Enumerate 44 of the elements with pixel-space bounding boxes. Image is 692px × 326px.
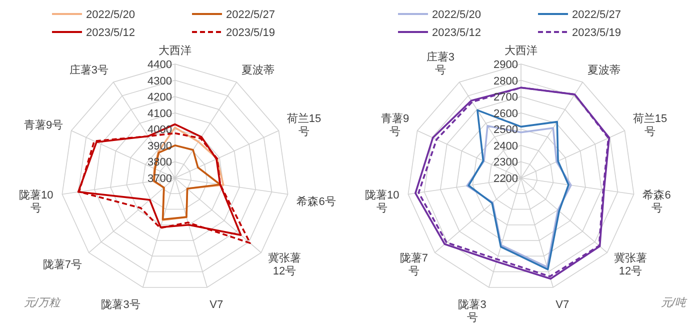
spoke-label: 陇薯10号 [19, 188, 54, 215]
legend-label: 2022/5/20 [86, 9, 135, 21]
legend-label: 2022/5/27 [226, 9, 275, 21]
legend-label: 2023/5/19 [226, 27, 275, 39]
y-tick-label: 4200 [148, 92, 172, 104]
y-tick-label: 2500 [494, 124, 518, 136]
spoke-label: 庄薯3号 [69, 64, 108, 77]
spoke-label: 青薯9号 [24, 118, 64, 132]
y-tick-label: 2700 [494, 92, 518, 104]
text: 元/万粒 [24, 297, 62, 309]
spoke-label: V7 [556, 299, 570, 312]
spoke-label: 希森6号 [296, 195, 336, 208]
spoke-label: 陇薯7号 [42, 258, 82, 272]
y-tick-label: 2400 [494, 140, 518, 152]
spoke-label: 庄薯3号 [426, 50, 454, 77]
legend-label: 2022/5/27 [572, 9, 621, 21]
spoke-label: 陇薯10号 [365, 188, 400, 215]
spoke-label: 陇薯3号 [458, 298, 486, 324]
y-tick-label: 2600 [494, 108, 518, 120]
y-tick-label: 4100 [148, 108, 172, 120]
y-tick-label: 2200 [494, 173, 518, 185]
spoke-label: 希森6号 [642, 188, 671, 215]
spoke-label: 大西洋 [158, 44, 192, 57]
legend-label: 2023/5/19 [572, 27, 621, 39]
spoke-label: V7 [210, 299, 224, 312]
y-tick-label: 2800 [494, 75, 518, 88]
spoke-label: 青薯9号 [380, 112, 410, 138]
spoke-label: 冀张薯12号 [614, 252, 647, 278]
legend-label: 2023/5/12 [432, 27, 481, 39]
spoke-label: 荷兰15号 [286, 112, 322, 138]
spoke-label: 大西洋 [504, 44, 538, 57]
spoke-label: 陇薯7号 [400, 252, 428, 278]
legend-label: 2023/5/12 [86, 27, 135, 39]
spoke-label: 陇薯3号 [101, 298, 140, 312]
spoke-label: 夏波蒂 [242, 64, 274, 77]
y-tick-label: 2900 [494, 59, 518, 71]
y-tick-label: 4400 [148, 59, 172, 71]
spoke-label: 夏波蒂 [588, 64, 620, 77]
spoke-label: 冀张薯12号 [268, 252, 301, 278]
legend-label: 2022/5/20 [432, 9, 481, 21]
text: 元/吨 [660, 296, 688, 309]
y-tick-label: 2300 [494, 156, 518, 169]
y-tick-label: 4300 [148, 75, 172, 88]
spoke-label: 荷兰15号 [632, 112, 668, 138]
